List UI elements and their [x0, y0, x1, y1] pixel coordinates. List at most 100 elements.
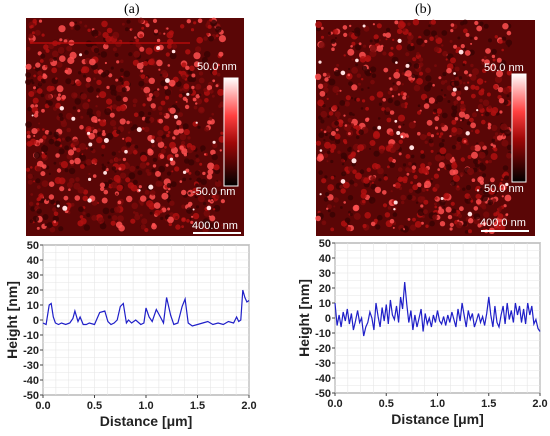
afm-grain [395, 69, 399, 73]
afm-grain [429, 36, 434, 42]
afm-grain [481, 119, 486, 125]
afm-grain [81, 153, 84, 156]
afm-grain [460, 44, 465, 49]
afm-grain [483, 56, 487, 59]
afm-grain [138, 185, 142, 189]
afm-grain [408, 168, 413, 173]
afm-peak [124, 149, 128, 154]
afm-grain [193, 105, 198, 110]
afm-grain [340, 188, 346, 194]
afm-grain [482, 173, 487, 178]
afm-grain [55, 77, 58, 80]
afm-grain [185, 49, 191, 55]
afm-grain [363, 44, 367, 48]
afm-grain [496, 57, 502, 63]
afm-grain [357, 144, 365, 152]
afm-grain [424, 39, 428, 44]
afm-grain [59, 186, 65, 192]
afm-grain [36, 185, 41, 190]
afm-grain [434, 64, 437, 67]
afm-grain [159, 73, 163, 77]
afm-grain [203, 153, 207, 156]
afm-grain [203, 51, 211, 58]
y-tick-label: -40 [315, 373, 331, 385]
afm-grain [36, 88, 43, 94]
afm-grain [373, 150, 380, 157]
afm-grain [111, 104, 117, 110]
afm-grain [110, 181, 118, 189]
afm-grain [206, 32, 209, 36]
afm-grain [37, 82, 43, 87]
afm-grain [390, 46, 394, 50]
afm-grain [99, 119, 107, 127]
afm-peak [103, 138, 109, 143]
afm-grain [122, 137, 125, 140]
afm-grain [325, 192, 330, 197]
afm-grain [465, 32, 470, 37]
afm-grain [392, 85, 399, 92]
afm-grain [33, 152, 41, 159]
afm-grain [490, 143, 494, 147]
afm-grain [127, 182, 135, 189]
afm-grain [141, 26, 145, 30]
afm-grain [139, 46, 145, 52]
afm-grain [452, 174, 460, 182]
afm-grain [359, 169, 365, 174]
afm-grain [161, 192, 169, 200]
afm-grain [101, 197, 108, 204]
afm-grain [147, 59, 153, 65]
afm-grain [382, 190, 387, 195]
afm-grain [207, 222, 214, 230]
afm-grain [388, 157, 394, 162]
afm-grain [116, 60, 120, 64]
afm-grain [347, 166, 354, 172]
afm-grain [171, 115, 175, 118]
afm-grain [64, 168, 69, 173]
afm-grain [420, 196, 426, 201]
afm-peak [458, 49, 464, 55]
afm-grain [30, 138, 37, 145]
afm-grain [115, 78, 119, 82]
afm-grain [452, 109, 458, 115]
afm-grain [78, 206, 84, 212]
afm-grain [470, 145, 476, 151]
afm-grain [144, 227, 149, 233]
afm-peak [505, 182, 509, 187]
afm-grain [435, 37, 443, 44]
afm-grain [402, 123, 405, 126]
afm-grain [178, 93, 183, 98]
afm-grain [99, 222, 107, 230]
afm-grain [33, 86, 36, 90]
afm-grain [49, 58, 54, 63]
afm-peak [405, 63, 410, 68]
afm-grain [369, 50, 377, 58]
afm-grain [192, 187, 200, 195]
afm-grain [394, 182, 401, 189]
afm-grain [208, 35, 215, 42]
afm-grain [337, 116, 340, 119]
afm-grain [140, 224, 146, 230]
afm-image-a-texture [25, 17, 226, 233]
afm-grain [79, 143, 87, 150]
afm-grain [344, 101, 350, 107]
afm-grain [80, 164, 85, 169]
afm-grain [370, 221, 376, 227]
afm-grain [157, 129, 164, 137]
afm-grain [462, 221, 468, 227]
afm-grain [66, 127, 71, 133]
afm-grain [318, 132, 325, 139]
afm-grain [360, 107, 364, 110]
afm-grain [175, 101, 178, 103]
afm-grain [424, 140, 428, 144]
afm-grain [129, 120, 133, 124]
afm-grain [386, 117, 392, 123]
afm-grain [488, 105, 492, 109]
afm-grain [55, 200, 60, 205]
afm-grain [77, 220, 84, 227]
x-axis-label: Distance [μm] [100, 413, 193, 429]
afm-grain [198, 71, 204, 76]
afm-grain [407, 218, 411, 221]
afm-grain [345, 95, 351, 101]
afm-peak [397, 38, 402, 44]
afm-grain [59, 38, 63, 42]
